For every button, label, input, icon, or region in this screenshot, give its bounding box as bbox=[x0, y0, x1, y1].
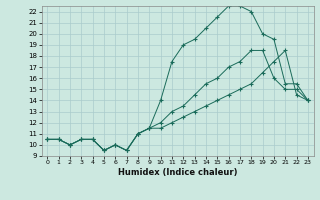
X-axis label: Humidex (Indice chaleur): Humidex (Indice chaleur) bbox=[118, 168, 237, 177]
